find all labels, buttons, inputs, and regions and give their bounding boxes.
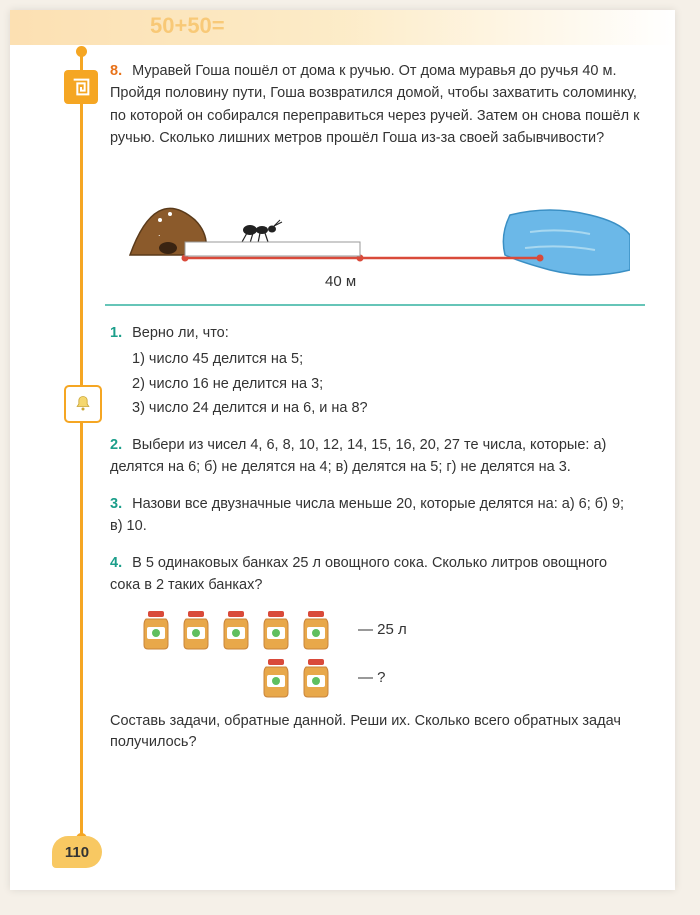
list-item: 1) число 45 делится на 5;	[132, 348, 640, 370]
header-sum-text: 50+50=	[150, 13, 225, 39]
problem-number: 3.	[110, 496, 122, 512]
distance-label: 40 м	[325, 270, 356, 293]
jar-row-2: — ?	[260, 657, 640, 699]
header-gradient	[10, 10, 675, 45]
jar-row-label: — 25 л	[358, 618, 407, 641]
bell-icon	[64, 385, 102, 423]
margin-dot-top	[76, 46, 87, 57]
spiral-icon	[64, 70, 98, 104]
problem-4: 4. В 5 одинаковых банках 25 л овощного с…	[110, 552, 640, 754]
margin-line	[80, 50, 83, 840]
list-item: 2) число 16 не делится на 3;	[132, 373, 640, 395]
jars-illustration: — 25 л — ?	[140, 609, 640, 699]
svg-text:.: .	[158, 228, 161, 238]
jar-row-label: — ?	[358, 666, 386, 689]
problem-text: Выбери из чисел 4, 6, 8, 10, 12, 14, 15,…	[110, 437, 606, 475]
problem-text: Назови все двузначные числа меньше 20, к…	[110, 496, 624, 534]
jar-icon	[220, 609, 252, 651]
section-divider	[105, 304, 645, 306]
problem-number: 8.	[110, 63, 122, 79]
problem-3: 3. Назови все двузначные числа меньше 20…	[110, 493, 640, 538]
problem-1: 1. Верно ли, что: 1) число 45 делится на…	[110, 322, 640, 420]
jar-icon	[260, 657, 292, 699]
problem-1-items: 1) число 45 делится на 5; 2) число 16 не…	[132, 348, 640, 419]
jar-icon	[180, 609, 212, 651]
jar-row-1: — 25 л	[140, 609, 640, 651]
ant-diagram: .	[110, 160, 640, 290]
problem-number: 1.	[110, 325, 122, 341]
page-number: 110	[52, 836, 102, 868]
problem-number: 2.	[110, 437, 122, 453]
jar-icon	[140, 609, 172, 651]
content-area: 8. Муравей Гоша пошёл от дома к ручью. О…	[110, 60, 640, 768]
jar-icon	[300, 609, 332, 651]
jar-icon	[300, 657, 332, 699]
problem-number: 4.	[110, 555, 122, 571]
jar-icon	[260, 609, 292, 651]
list-item: 3) число 24 делится и на 6, и на 8?	[132, 397, 640, 419]
problem-8: 8. Муравей Гоша пошёл от дома к ручью. О…	[110, 60, 640, 290]
problem-2: 2. Выбери из чисел 4, 6, 8, 10, 12, 14, …	[110, 434, 640, 479]
problem-text: В 5 одинаковых банках 25 л овощного сока…	[110, 555, 607, 593]
problem-4-footer: Составь задачи, обратные данной. Реши их…	[110, 711, 640, 755]
problem-text: Муравей Гоша пошёл от дома к ручью. От д…	[110, 63, 639, 146]
textbook-page: 50+50= 8. Муравей Гоша пошёл от дома к р…	[10, 10, 675, 890]
problem-text: Верно ли, что:	[132, 325, 229, 341]
